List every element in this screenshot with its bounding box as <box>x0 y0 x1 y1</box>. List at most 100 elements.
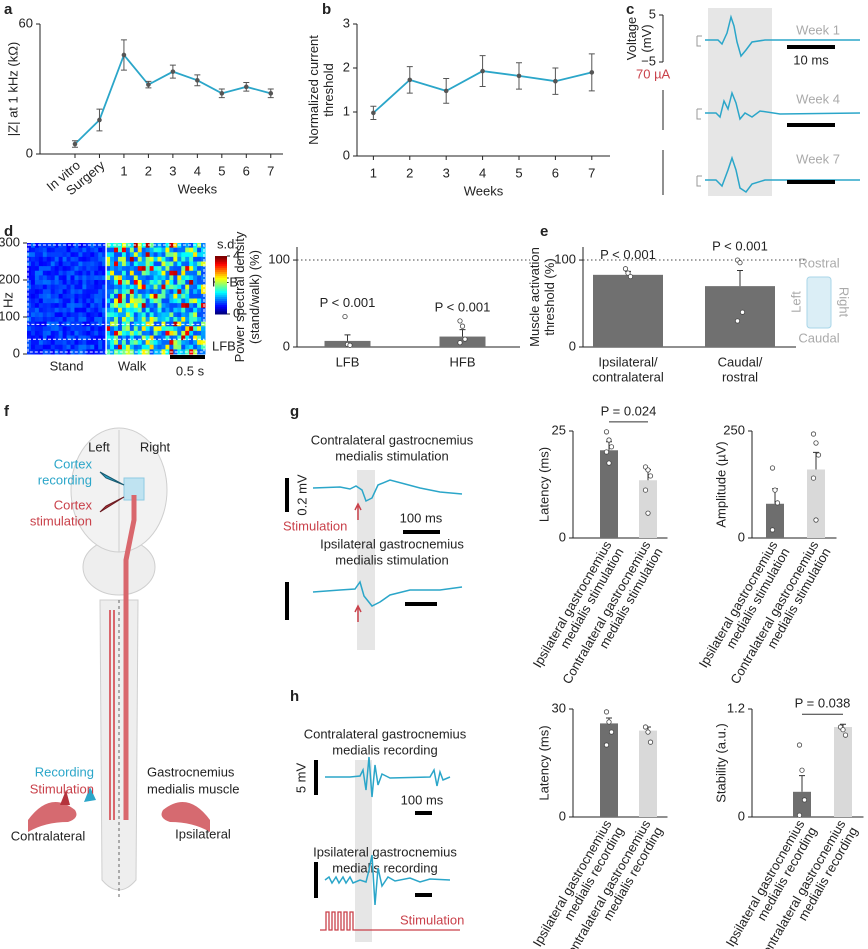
heat-cell <box>42 252 48 258</box>
heat-cell <box>70 256 75 262</box>
heat-cell <box>161 307 166 313</box>
heat-cell <box>114 289 119 295</box>
heat-cell <box>169 344 174 350</box>
heat-cell <box>121 243 127 249</box>
heat-cell <box>137 307 143 313</box>
y-tick-label: 250 <box>723 422 745 437</box>
band-outline <box>27 244 205 325</box>
heat-cell <box>86 293 91 299</box>
heat-cell <box>66 317 72 323</box>
heat-cell <box>169 317 174 323</box>
heat-cell <box>34 344 40 350</box>
heat-cell <box>189 326 194 332</box>
heat-cell <box>161 280 166 286</box>
heat-cell <box>38 261 44 267</box>
heat-cell <box>153 303 159 309</box>
heat-cell <box>161 317 166 323</box>
heat-cell <box>185 344 190 350</box>
heat-cell <box>153 317 159 323</box>
heat-cell <box>145 335 151 341</box>
heat-cell <box>74 326 79 332</box>
heat-cell <box>125 284 131 290</box>
heat-cell <box>82 312 87 318</box>
heat-cell <box>42 335 48 341</box>
heat-cell <box>46 349 52 355</box>
heat-cell <box>27 243 32 249</box>
colorbar-cell <box>215 288 227 292</box>
heat-cell <box>185 247 190 253</box>
colorbar-cell <box>215 292 227 296</box>
heat-cell <box>173 335 178 341</box>
heat-cell <box>173 284 178 290</box>
heat-cell <box>34 266 40 272</box>
heat-cell <box>94 284 99 290</box>
diagram-label: medialis muscle <box>147 781 239 796</box>
diagram-label: Left <box>88 439 110 454</box>
heat-cell <box>129 266 135 272</box>
heat-cell <box>165 252 170 258</box>
heat-cell <box>125 307 131 313</box>
heat-cell <box>149 317 155 323</box>
heat-cell <box>189 293 194 299</box>
heat-cell <box>50 317 56 323</box>
colorbar-cell <box>215 296 227 300</box>
heat-cell <box>173 275 178 281</box>
heat-cell <box>46 312 52 318</box>
heat-cell <box>70 284 75 290</box>
heat-cell <box>129 307 135 313</box>
stimulus-window <box>708 8 772 196</box>
heat-cell <box>141 344 147 350</box>
y-tick-label: 30 <box>552 700 566 715</box>
heat-cell <box>106 293 111 299</box>
heat-cell <box>133 298 139 304</box>
heat-cell <box>54 312 60 318</box>
heat-cell <box>157 349 162 355</box>
heat-cell <box>86 340 91 346</box>
heat-cell <box>185 303 190 309</box>
heat-cell <box>90 261 95 267</box>
heat-cell <box>197 298 202 304</box>
heat-cell <box>50 326 56 332</box>
trace <box>324 854 451 906</box>
condition-label: Week 7 <box>796 151 840 166</box>
y-axis-label: Amplitude (µV) <box>713 441 728 527</box>
error-bar <box>799 775 805 792</box>
heat-cell <box>78 317 83 323</box>
heat-cell <box>197 312 202 318</box>
heat-cell <box>58 247 64 253</box>
heat-cell <box>62 326 68 332</box>
heat-cell <box>145 326 151 332</box>
heat-cell <box>157 289 162 295</box>
heat-cell <box>133 344 139 350</box>
heat-cell <box>125 280 131 286</box>
heat-cell <box>110 317 115 323</box>
heat-cell <box>181 344 186 350</box>
heat-cell <box>177 298 182 304</box>
heat-cell <box>58 298 64 304</box>
heat-cell <box>90 247 95 253</box>
heat-cell <box>78 243 83 249</box>
heat-cell <box>114 298 119 304</box>
heat-cell <box>34 307 40 313</box>
heat-cell <box>46 280 52 286</box>
heat-cell <box>66 243 72 249</box>
heat-cell <box>121 289 127 295</box>
heat-cell <box>74 293 79 299</box>
heat-cell <box>165 266 170 272</box>
heat-cell <box>114 256 119 262</box>
heat-cell <box>74 270 79 276</box>
colorbar-cell <box>215 300 227 303</box>
colorbar-cell <box>215 298 227 301</box>
data-point <box>642 487 649 493</box>
heat-cell <box>133 340 139 346</box>
heat-cell <box>181 284 186 290</box>
heat-cell <box>201 266 206 272</box>
heat-cell <box>70 247 75 253</box>
y-tick-label: 100 <box>554 251 576 266</box>
heat-cell <box>161 243 166 249</box>
data-point <box>810 431 817 437</box>
heat-cell <box>82 317 87 323</box>
heat-cell <box>38 293 44 299</box>
heat-cell <box>137 261 143 267</box>
heat-cell <box>165 312 170 318</box>
